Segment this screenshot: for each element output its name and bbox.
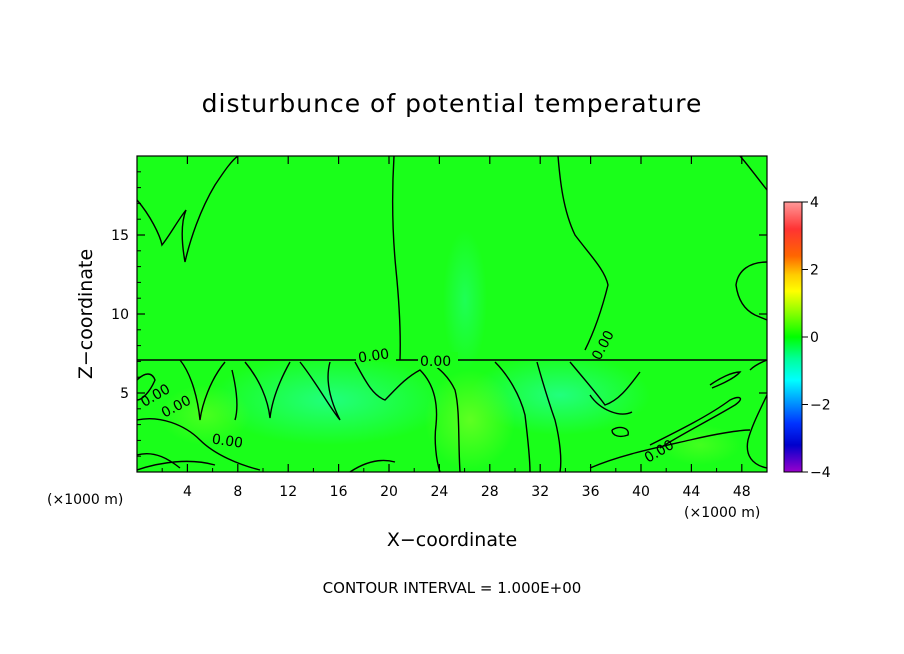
contour-interval: CONTOUR INTERVAL = 1.000E+00	[323, 579, 582, 597]
x-unit-left: (×1000 m)	[47, 492, 123, 508]
x-tick-label: 32	[531, 484, 549, 500]
colorbar-tick-label: 0	[810, 330, 819, 346]
field-cool-region	[443, 230, 487, 370]
x-tick-label: 44	[682, 484, 700, 500]
x-tick-label: 4	[183, 484, 192, 500]
contour-label-background	[418, 352, 458, 368]
x-tick-label: 40	[632, 484, 650, 500]
x-unit-right: (×1000 m)	[684, 505, 760, 521]
x-tick-label: 20	[380, 484, 398, 500]
x-axis-label: X−coordinate	[387, 529, 517, 551]
colorbar: 4 2 0 −2 −4	[783, 195, 831, 481]
field-warm-region	[160, 385, 250, 445]
colorbar-ticks: 4 2 0 −2 −4	[802, 195, 831, 481]
y-tick-label: 5	[120, 386, 129, 402]
y-tick-label: 10	[111, 307, 129, 323]
x-tick-label: 28	[481, 484, 499, 500]
field-area: 0.00 0.00 0.00 0.00 0.00 0.00 0.00	[137, 156, 767, 472]
field-cool-region	[210, 355, 450, 445]
x-tick-label: 36	[582, 484, 600, 500]
colorbar-tick-label: −4	[810, 465, 831, 481]
field-cool-region	[470, 355, 650, 435]
colorbar-scale	[783, 201, 803, 473]
y-tick-label: 15	[111, 228, 129, 244]
x-tick-label: 8	[233, 484, 242, 500]
x-tick-label: 48	[733, 484, 751, 500]
contour-label: 0.00	[211, 432, 244, 452]
x-tick-label: 24	[430, 484, 448, 500]
field-warm-region	[425, 370, 515, 470]
contour-lines	[137, 156, 767, 472]
y-axis-label: Z−coordinate	[75, 249, 97, 379]
contour-label: 0.00	[420, 354, 451, 370]
x-tick-label: 12	[279, 484, 297, 500]
contour-label: 0.00	[357, 346, 390, 366]
colorbar-tick-label: 2	[810, 263, 819, 279]
x-tick-label: 16	[330, 484, 348, 500]
field-warm-region	[660, 425, 740, 465]
contour-label-background	[356, 346, 396, 362]
colorbar-tick-label: −2	[810, 398, 831, 414]
chart-title: disturbunce of potential temperature	[202, 89, 703, 118]
colorbar-tick-label: 4	[810, 195, 819, 211]
